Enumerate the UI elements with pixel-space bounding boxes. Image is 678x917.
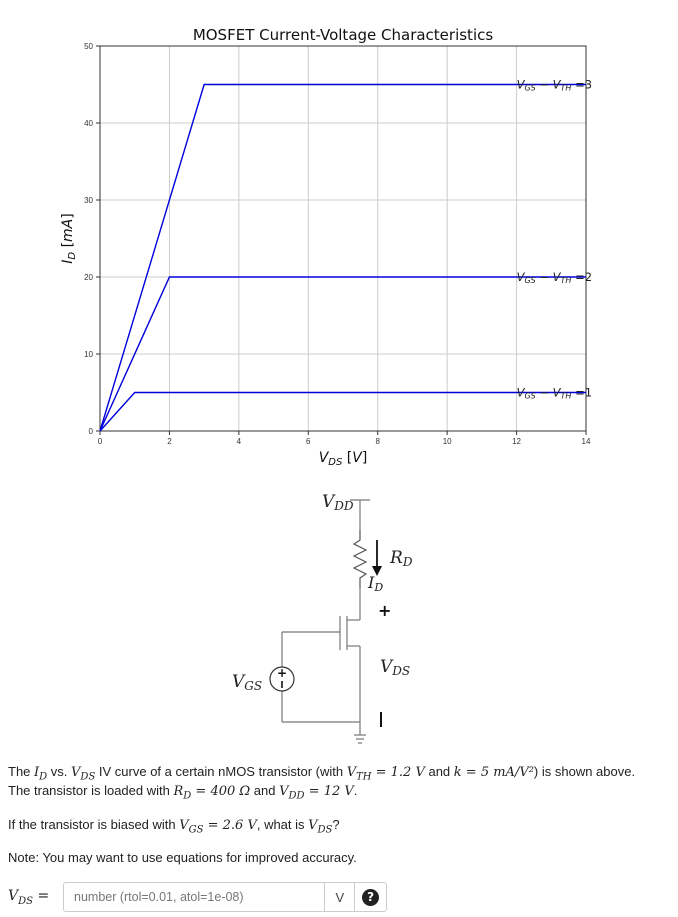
vdd-label: VDD xyxy=(322,492,354,513)
y-tick-label: 40 xyxy=(84,119,93,128)
x-tick-label: 8 xyxy=(375,437,380,446)
id-symbol: ID xyxy=(34,765,48,783)
question-line-3: If the transistor is biased with VGS = 2… xyxy=(8,817,340,836)
series-line-1 xyxy=(99,391,586,432)
vgs-source-plus: + xyxy=(277,666,287,680)
y-tick-label: 10 xyxy=(84,350,93,359)
x-axis-label: VDS [V] xyxy=(319,450,368,468)
y-tick-label: 20 xyxy=(84,273,93,282)
id-label: ID xyxy=(367,573,383,594)
annotation-1: VGS − VTH =3 xyxy=(517,78,593,93)
y-tick-label: 30 xyxy=(84,196,93,205)
unit-label: V xyxy=(324,883,354,911)
vgs-label: VGS xyxy=(232,672,262,693)
x-tick-label: 12 xyxy=(512,437,521,446)
question-line-2: The transistor is loaded with RD = 400 Ω… xyxy=(8,783,358,802)
answer-box: V ? xyxy=(63,882,387,912)
y-axis-label: ID [mA] xyxy=(60,213,78,263)
series-line-3 xyxy=(99,83,586,432)
help-cell[interactable]: ? xyxy=(354,883,386,911)
rd-value: RD = 400 Ω xyxy=(173,784,251,802)
circuit-diagram: + VDD RD ID + VDS VGS xyxy=(232,492,413,744)
vdd-value: VDD = 12 V xyxy=(279,784,354,802)
annotation-2: VGS − VTH =2 xyxy=(517,270,593,285)
chart-title: MOSFET Current-Voltage Characteristics xyxy=(193,26,494,44)
vds-plus-label: + xyxy=(378,601,391,620)
chart-grid xyxy=(99,45,587,432)
answer-row: VDS = V ? xyxy=(8,881,387,913)
series-line-2 xyxy=(99,276,586,432)
vgs-value: VGS = 2.6 V xyxy=(179,818,257,836)
x-tick-label: 4 xyxy=(237,437,242,446)
x-tick-label: 10 xyxy=(443,437,452,446)
answer-input[interactable] xyxy=(64,884,325,910)
annotation-3: VGS − VTH =1 xyxy=(517,386,593,401)
vgs-source-icon xyxy=(269,666,295,692)
chart-axes: 0 2 4 6 8 10 12 14 0 10 20 30 40 50 xyxy=(84,42,591,446)
vds-symbol-2: VDS xyxy=(308,818,333,836)
y-tick-label: 50 xyxy=(84,42,93,51)
plot-frame xyxy=(99,45,587,432)
resistor-rd xyxy=(352,530,368,588)
x-tick-label: 2 xyxy=(167,437,172,446)
x-tick-label: 14 xyxy=(582,437,591,446)
chart-labels: VGS − VTH =3 VGS − VTH =2 VGS − VTH =1 MOSF… xyxy=(60,26,592,468)
vds-label: VDS xyxy=(380,657,410,678)
vds-symbol: VDS xyxy=(71,765,96,783)
k-value: k = 5 mA/V² xyxy=(453,765,534,780)
rd-label: RD xyxy=(389,548,413,569)
question-line-1: The ID vs. VDS IV curve of a certain nMO… xyxy=(8,764,636,783)
help-icon[interactable]: ? xyxy=(362,888,380,906)
note-text: Note: You may want to use equations for … xyxy=(8,850,357,865)
x-tick-label: 6 xyxy=(306,437,311,446)
y-tick-label: 0 xyxy=(89,427,94,436)
answer-label: VDS = xyxy=(8,887,50,907)
chart-series xyxy=(99,83,586,432)
x-tick-label: 0 xyxy=(98,437,103,446)
vth-value: VTH = 1.2 V xyxy=(346,765,425,783)
